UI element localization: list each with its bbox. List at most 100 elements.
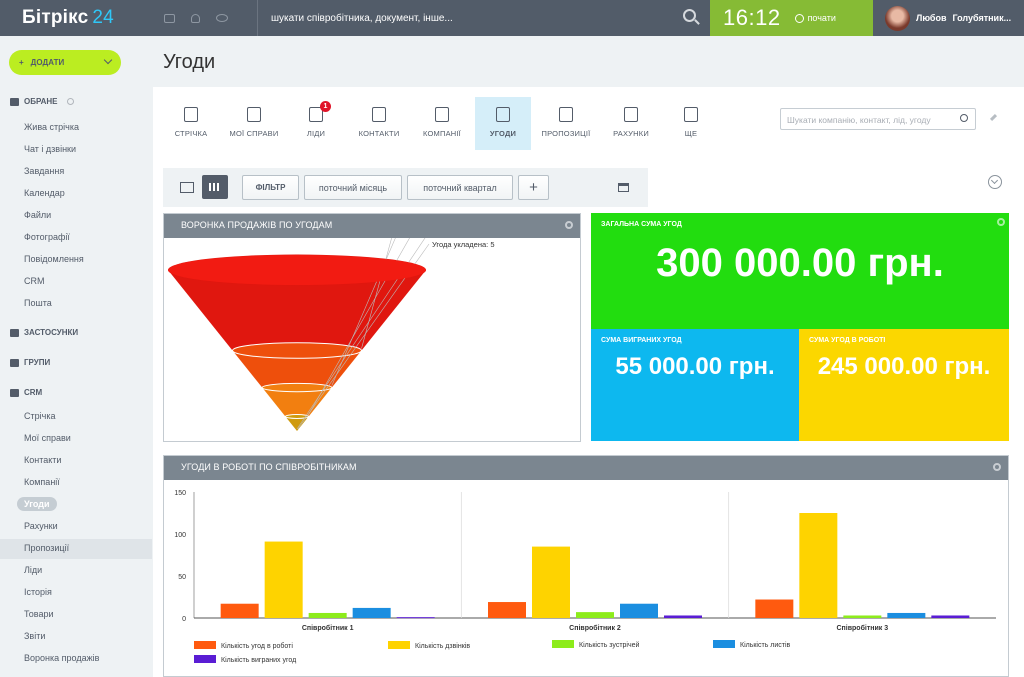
badge: 1 xyxy=(320,101,331,112)
legend-label: Кількість листів xyxy=(740,641,791,649)
add-button-label: ДОДАТИ xyxy=(30,58,65,67)
sidebar-item[interactable]: Календар xyxy=(24,188,65,198)
sidebar-crm-item[interactable]: Пропозиції xyxy=(24,543,70,553)
share-icon xyxy=(10,358,19,367)
sidebar-crm-item[interactable]: Угоди xyxy=(17,497,57,511)
chevron-down-icon[interactable] xyxy=(103,55,113,65)
bar xyxy=(576,612,614,618)
sidebar-crm-item[interactable]: Товари xyxy=(24,609,54,619)
crm-tab-label: ЩЕ xyxy=(684,129,698,138)
add-filter-button[interactable]: + xyxy=(518,175,549,200)
crm-tab-label: РАХУНКИ xyxy=(613,129,649,138)
apps-icon xyxy=(10,328,19,337)
total-sum-widget: ЗАГАЛЬНА СУМА УГОД 300 000.00 грн. xyxy=(591,213,1009,329)
sidebar-crm-item[interactable]: Воронка продажів xyxy=(24,653,100,663)
start-day-button[interactable]: почати xyxy=(795,13,836,23)
bar xyxy=(488,602,526,618)
sidebar-crm-item[interactable]: Історія xyxy=(24,587,52,597)
gear-icon[interactable] xyxy=(66,98,74,105)
sidebar-hover-row xyxy=(0,539,152,559)
avatar[interactable] xyxy=(885,5,910,31)
employees-chart-header: УГОДИ В РОБОТІ ПО СПІВРОБІТНИКАМ xyxy=(164,456,1008,480)
plus-icon: + xyxy=(19,58,24,67)
chart-view-button[interactable] xyxy=(202,175,228,199)
logo-number: 24 xyxy=(92,7,114,28)
filter-button[interactable]: ФІЛЬТР xyxy=(242,175,299,200)
x-tick-label: Співробітник 1 xyxy=(302,624,354,632)
add-button[interactable]: + ДОДАТИ xyxy=(9,50,121,75)
legend-label: Кількість угод в роботі xyxy=(221,642,293,650)
sidebar-crm-item[interactable]: Компанії xyxy=(24,477,60,487)
cloud-icon[interactable] xyxy=(216,14,228,22)
crm-tab[interactable]: ЩЕ xyxy=(663,97,719,150)
crm-tab[interactable]: ПРОПОЗИЦІЇ xyxy=(538,97,594,150)
chat-icon[interactable] xyxy=(164,13,175,23)
sidebar-item[interactable]: Жива стрічка xyxy=(24,122,79,132)
crm-tab[interactable]: 1 ЛІДИ xyxy=(288,97,344,150)
funnel-header: ВОРОНКА ПРОДАЖІВ ПО УГОДАМ xyxy=(164,214,580,238)
global-search[interactable]: шукати співробітника, документ, інше... xyxy=(258,0,710,36)
list-view-button[interactable] xyxy=(173,175,199,199)
collapse-icon[interactable] xyxy=(988,175,1002,189)
bar xyxy=(396,617,435,619)
sidebar-section-groups[interactable]: ГРУПИ xyxy=(10,358,50,367)
work-time-widget[interactable]: 16:12 почати xyxy=(710,0,873,36)
in-progress-sum-label: СУМА УГОД В РОБОТІ xyxy=(809,337,886,344)
bell-icon[interactable] xyxy=(191,13,200,23)
section-label: ЗАСТОСУНКИ xyxy=(24,328,79,337)
sidebar-crm-item[interactable]: Звіти xyxy=(24,631,46,641)
sidebar-section-apps[interactable]: ЗАСТОСУНКИ xyxy=(10,328,78,337)
gear-icon[interactable] xyxy=(565,221,573,229)
sidebar-section-crm[interactable]: CRM xyxy=(10,388,42,397)
bar xyxy=(843,615,882,618)
sidebar-section-favorites[interactable]: ОБРАНЕ xyxy=(10,97,74,106)
crm-tab[interactable]: УГОДИ xyxy=(475,97,531,150)
funnel-stage xyxy=(262,387,332,417)
sidebar-item[interactable]: Завдання xyxy=(24,166,65,176)
sidebar-item[interactable]: Пошта xyxy=(24,298,52,308)
funnel-title: ВОРОНКА ПРОДАЖІВ ПО УГОДАМ xyxy=(181,220,333,230)
sidebar-item[interactable]: Чат і дзвінки xyxy=(24,144,77,154)
crm-search-placeholder: Шукати компанію, контакт, лід, угоду xyxy=(787,115,931,125)
current-month-button[interactable]: поточний місяць xyxy=(304,175,402,200)
search-icon[interactable] xyxy=(960,114,968,122)
crm-tab-label: СТРІЧКА xyxy=(174,129,208,138)
gear-icon[interactable] xyxy=(993,463,1001,471)
global-search-input[interactable]: шукати співробітника, документ, інше... xyxy=(271,12,453,24)
logo[interactable]: Бітрікс 24 xyxy=(0,0,152,36)
sidebar-item[interactable]: Повідомлення xyxy=(24,254,84,264)
crm-tab[interactable]: КОМПАНІЇ xyxy=(414,97,470,150)
invoices-icon xyxy=(624,107,638,122)
sidebar-crm-item[interactable]: Мої справи xyxy=(24,433,71,443)
gear-icon[interactable] xyxy=(997,218,1005,226)
crm-tab[interactable]: РАХУНКИ xyxy=(603,97,659,150)
in-progress-sum-value: 245 000.00 грн. xyxy=(817,353,991,380)
legend-label: Кількість зустрічей xyxy=(579,641,640,649)
search-icon[interactable] xyxy=(683,9,696,22)
sidebar-crm-item[interactable]: Рахунки xyxy=(24,521,58,531)
crm-tab[interactable]: КОНТАКТИ xyxy=(351,97,407,150)
crm-tab[interactable]: МОЇ СПРАВИ xyxy=(226,97,282,150)
sidebar-item[interactable]: CRM xyxy=(24,276,45,286)
in-progress-sum-widget: СУМА УГОД В РОБОТІ 245 000.00 грн. xyxy=(799,329,1009,441)
sidebar-item[interactable]: Фотографії xyxy=(24,232,70,242)
crm-search-input[interactable]: Шукати компанію, контакт, лід, угоду xyxy=(780,108,976,130)
total-sum-value: 300 000.00 грн. xyxy=(656,241,944,285)
quotes-icon xyxy=(559,107,573,122)
svg-text:100: 100 xyxy=(174,532,186,539)
sidebar-crm-item[interactable]: Стрічка xyxy=(24,411,56,421)
sidebar-item[interactable]: Файли xyxy=(24,210,52,220)
user-last-name: Голубятник... xyxy=(952,13,1012,23)
current-quarter-button[interactable]: поточний квартал xyxy=(407,175,513,200)
pin-icon[interactable] xyxy=(989,113,998,122)
top-bar: Бітрікс 24 шукати співробітника, документ… xyxy=(0,0,1024,36)
crm-tab[interactable]: СТРІЧКА xyxy=(163,97,219,150)
deals-icon xyxy=(496,107,510,122)
user-menu[interactable]: Любов Голубятник... xyxy=(873,0,1024,36)
bar xyxy=(264,541,303,618)
sidebar-crm-item[interactable]: Ліди xyxy=(24,565,43,575)
monitor-icon[interactable] xyxy=(618,183,629,192)
sidebar-crm-item[interactable]: Контакти xyxy=(24,455,62,465)
funnel-chart: В опрацюванні: 65Уточнення інформації: 5… xyxy=(168,97,525,431)
bar xyxy=(664,615,702,618)
